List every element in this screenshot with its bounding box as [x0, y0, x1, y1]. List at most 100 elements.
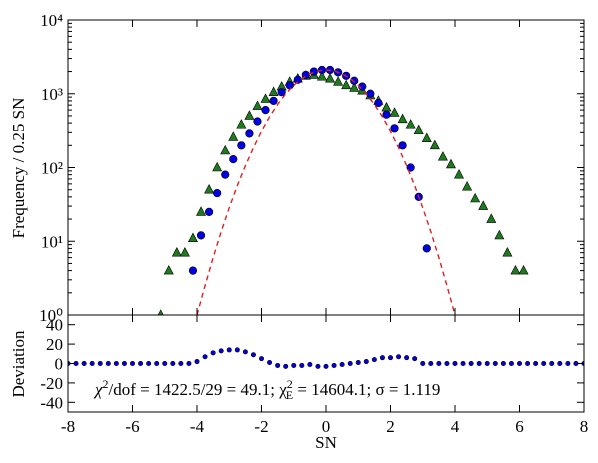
point	[525, 360, 531, 366]
point	[404, 355, 410, 361]
triangle-point	[405, 119, 416, 129]
point	[476, 360, 482, 366]
x-tick-label: 8	[580, 417, 589, 436]
point	[492, 360, 498, 366]
y-tick-label: 10³	[41, 85, 63, 104]
point	[258, 356, 264, 362]
point	[396, 354, 402, 360]
point	[508, 360, 514, 366]
point	[339, 361, 345, 367]
point	[331, 362, 337, 368]
point	[138, 360, 144, 366]
annotation-part: χ	[93, 380, 103, 399]
point	[237, 141, 246, 150]
point	[291, 362, 297, 368]
triangle-point	[228, 131, 239, 141]
point	[89, 360, 95, 366]
point	[130, 360, 136, 366]
point	[371, 357, 377, 363]
triangle-point	[389, 107, 400, 117]
point	[204, 207, 214, 217]
axes-frame	[67, 314, 585, 413]
x-tick-label: -8	[61, 417, 75, 436]
point	[363, 359, 369, 365]
point	[460, 360, 466, 366]
triangle-point	[518, 264, 529, 275]
point	[541, 360, 547, 366]
point	[253, 117, 262, 126]
triangle-point	[260, 93, 271, 103]
triangle-point	[171, 247, 182, 257]
point	[390, 124, 399, 133]
triangle-point	[252, 100, 263, 110]
point	[374, 98, 383, 108]
point	[202, 354, 208, 360]
point	[229, 154, 238, 164]
point	[250, 352, 256, 358]
point	[186, 360, 192, 366]
point	[283, 363, 289, 369]
point	[533, 360, 539, 366]
y-axis-label: Deviation	[9, 330, 28, 398]
y-tick-label: -40	[40, 393, 63, 412]
point	[484, 360, 490, 366]
annotation: χ2/dof = 1422.5/29 = 49.1; χ2 E = 14604.1…	[93, 377, 440, 402]
point	[267, 360, 273, 366]
point	[213, 188, 222, 198]
triangle-point	[236, 119, 247, 129]
point	[452, 360, 458, 366]
point	[170, 360, 176, 366]
x-tick-label: -6	[125, 417, 139, 436]
annotation-part: 2	[287, 377, 293, 391]
point	[162, 360, 168, 366]
point	[245, 129, 254, 138]
triangle-point	[397, 113, 408, 124]
point	[422, 244, 431, 253]
triangle-point	[349, 82, 360, 92]
triangle-point	[421, 132, 432, 142]
triangle-point	[244, 110, 255, 120]
point	[323, 363, 329, 369]
point	[218, 348, 224, 354]
point	[188, 266, 198, 275]
point	[226, 347, 232, 353]
triangle-point	[502, 247, 513, 257]
triangle-point	[429, 139, 440, 150]
point	[387, 355, 393, 361]
point	[196, 231, 206, 240]
triangle-point	[325, 73, 336, 83]
point	[436, 360, 442, 366]
x-axis-label: SN	[315, 433, 337, 452]
point	[221, 170, 230, 179]
point	[382, 110, 391, 119]
point	[379, 355, 385, 361]
point	[234, 347, 240, 353]
triangle-point	[478, 200, 489, 210]
point	[366, 89, 375, 98]
triangle-point	[470, 192, 481, 203]
point	[412, 356, 418, 362]
point	[557, 360, 563, 366]
triangle-point	[220, 144, 231, 155]
y-tick-label: 20	[46, 335, 63, 354]
triangle-point	[187, 232, 198, 242]
triangle-point	[157, 309, 164, 315]
point	[398, 141, 407, 150]
y-axis-label: Frequency / 0.25 SN	[9, 98, 28, 239]
point	[309, 67, 319, 76]
point	[428, 360, 434, 366]
x-tick-label: 6	[515, 417, 524, 436]
plot-area	[157, 65, 529, 315]
point	[154, 360, 160, 366]
triangle-point	[445, 158, 456, 169]
point	[269, 96, 278, 105]
point	[275, 362, 281, 368]
point	[277, 88, 286, 97]
point	[146, 360, 152, 366]
y-tick-label: 0	[55, 355, 64, 374]
x-tick-label: -4	[190, 417, 205, 436]
triangle-point	[163, 264, 174, 275]
point	[444, 360, 450, 366]
triangle-point	[486, 213, 497, 223]
